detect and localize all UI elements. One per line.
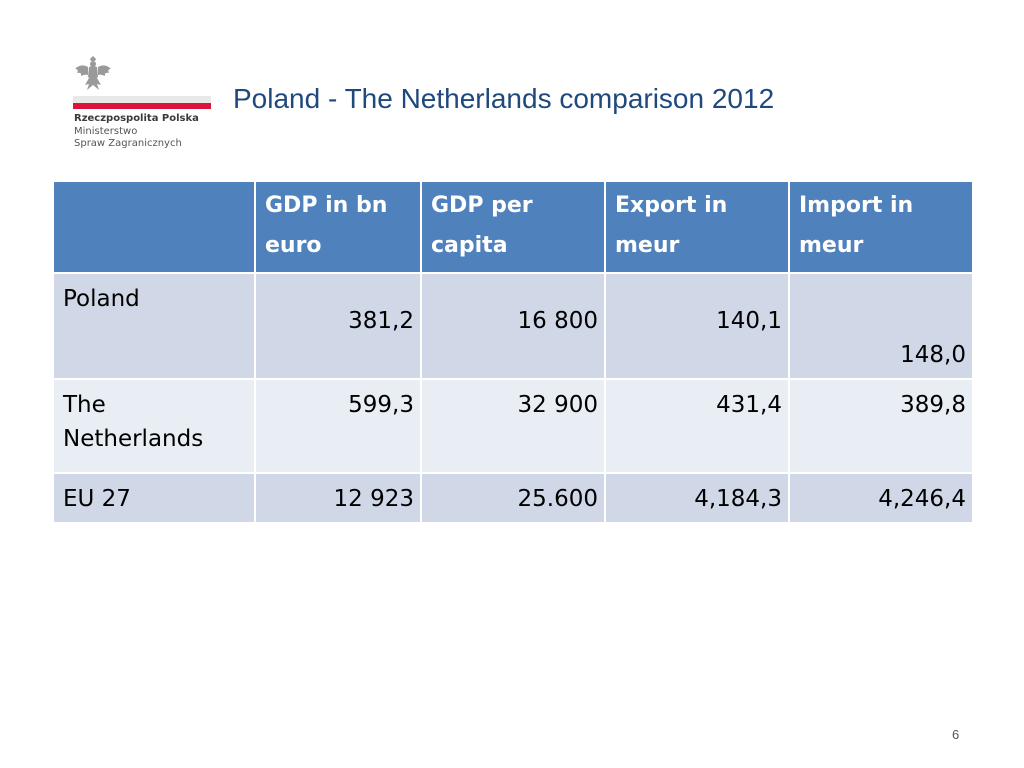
ministry-logo: Rzeczpospolita Polska Ministerstwo Spraw… bbox=[73, 55, 218, 155]
org-line-2: Ministerstwo bbox=[74, 125, 138, 137]
table-row: Poland 381,2 16 800 140,1 148,0 bbox=[52, 272, 974, 380]
table-cell: 25.600 bbox=[420, 472, 606, 524]
org-line-3: Spraw Zagranicznych bbox=[74, 138, 182, 149]
table-cell: 148,0 bbox=[788, 272, 974, 380]
table-row: The Netherlands 599,3 32 900 431,4 389,8 bbox=[52, 378, 974, 474]
column-header-gdp: GDP in bn euro bbox=[254, 180, 422, 274]
table-header-row: GDP in bn euro GDP per capita Export in … bbox=[52, 180, 974, 274]
table-row: EU 27 12 923 25.600 4,184,3 4,246,4 bbox=[52, 472, 974, 524]
page-number: 6 bbox=[952, 727, 960, 742]
table-cell: 16 800 bbox=[420, 272, 606, 380]
table-cell: 140,1 bbox=[604, 272, 790, 380]
organization-name: Rzeczpospolita Polska Ministerstwo Spraw… bbox=[74, 113, 199, 151]
column-header-empty bbox=[52, 180, 256, 274]
comparison-table: GDP in bn euro GDP per capita Export in … bbox=[52, 180, 974, 524]
slide-title: Poland - The Netherlands comparison 2012 bbox=[233, 83, 775, 114]
column-header-import: Import in meur bbox=[788, 180, 974, 274]
row-label: EU 27 bbox=[52, 472, 256, 524]
column-header-gdp-per-capita: GDP per capita bbox=[420, 180, 606, 274]
row-label: The Netherlands bbox=[52, 378, 256, 474]
table-cell: 32 900 bbox=[420, 378, 606, 474]
table-cell: 389,8 bbox=[788, 378, 974, 474]
table-cell: 4,246,4 bbox=[788, 472, 974, 524]
row-label: Poland bbox=[52, 272, 256, 380]
flag-stripe-red bbox=[73, 103, 211, 109]
org-line-1: Rzeczpospolita Polska bbox=[74, 113, 199, 124]
table-cell: 431,4 bbox=[604, 378, 790, 474]
white-eagle-emblem-icon bbox=[75, 56, 111, 90]
table-cell: 599,3 bbox=[254, 378, 422, 474]
table-cell: 4,184,3 bbox=[604, 472, 790, 524]
table-cell: 12 923 bbox=[254, 472, 422, 524]
flag-stripe-white bbox=[73, 96, 211, 103]
table-cell: 381,2 bbox=[254, 272, 422, 380]
column-header-export: Export in meur bbox=[604, 180, 790, 274]
